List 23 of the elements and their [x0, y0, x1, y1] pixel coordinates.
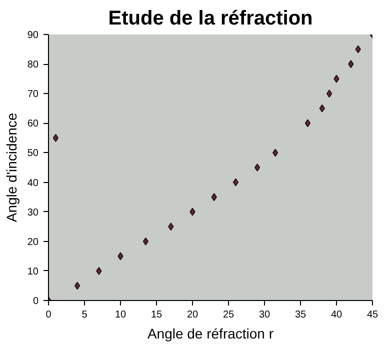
- y-tick-label: 30: [27, 207, 39, 218]
- x-tick-label: 20: [186, 310, 198, 320]
- x-tick-label: 5: [82, 310, 88, 320]
- y-tick-label: 20: [27, 236, 39, 248]
- x-axis-title: Angle de réfraction r: [147, 326, 274, 342]
- y-tick-label: 70: [27, 89, 39, 100]
- x-tick-label: 30: [258, 310, 270, 320]
- y-tick-label: 40: [27, 178, 39, 189]
- y-tick-label: 50: [27, 148, 39, 160]
- x-tick-label: 15: [150, 310, 162, 320]
- chart-title: Etude de la réfraction: [108, 8, 313, 30]
- y-tick-label: 90: [27, 30, 39, 41]
- y-tick-label: 10: [27, 266, 39, 278]
- y-tick-label: 60: [27, 118, 39, 130]
- x-tick-label: 40: [330, 310, 342, 320]
- y-tick-label: 0: [32, 296, 39, 307]
- x-tick-label: 25: [222, 310, 234, 320]
- y-axis-title: Angle d'incidence: [3, 112, 20, 222]
- y-tick-label: 80: [27, 60, 39, 71]
- x-tick-label: 35: [294, 310, 306, 320]
- x-tick-label: 45: [366, 310, 378, 320]
- x-tick-label: 10: [114, 310, 126, 320]
- x-tick-label: 0: [46, 310, 52, 320]
